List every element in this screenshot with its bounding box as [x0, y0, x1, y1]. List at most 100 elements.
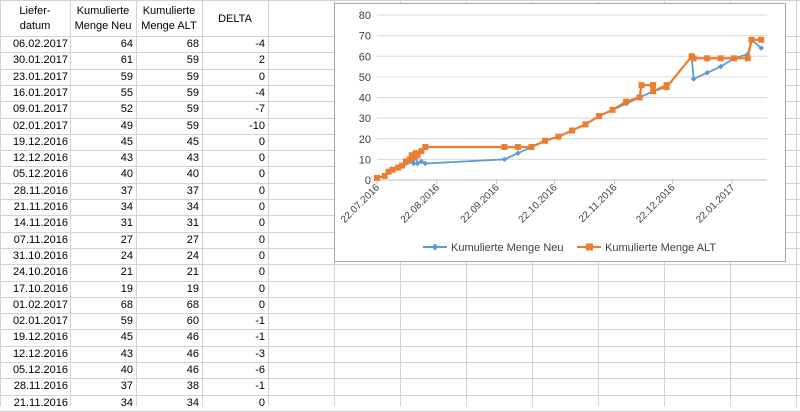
cell-menge-alt[interactable]: 37: [186, 185, 199, 197]
chart[interactable]: 0 10 20 30 40 50 60 70 80 22.07.2016 22.08.2016 22.…: [334, 3, 786, 262]
cell-delta[interactable]: 0: [258, 234, 265, 246]
cell-delta[interactable]: 0: [258, 299, 265, 311]
cell-menge-neu[interactable]: 59: [120, 315, 133, 327]
cell-menge-alt[interactable]: 38: [186, 380, 199, 392]
cell-menge-alt[interactable]: 59: [186, 120, 199, 132]
cell-menge-neu[interactable]: 40: [120, 168, 133, 180]
data-point-menge-alt: [731, 55, 738, 62]
cell-menge-neu[interactable]: 49: [120, 120, 133, 132]
cell-menge-alt[interactable]: 40: [186, 168, 199, 180]
cell-menge-neu[interactable]: 34: [120, 201, 133, 213]
cell-menge-neu[interactable]: 52: [120, 103, 133, 115]
cell-menge-alt[interactable]: 59: [186, 103, 199, 115]
cell-menge-alt[interactable]: 45: [186, 136, 199, 148]
cell-menge-alt[interactable]: 59: [186, 54, 199, 66]
cell-menge-neu[interactable]: 55: [120, 87, 133, 99]
cell-lieferdatum[interactable]: 02.01.2017: [12, 120, 68, 132]
cell-menge-neu[interactable]: 37: [120, 380, 133, 392]
cell-menge-alt[interactable]: 21: [186, 266, 199, 278]
header-menge-alt[interactable]: Kumulierte Menge ALT: [136, 4, 202, 34]
cell-delta[interactable]: 2: [258, 54, 265, 66]
cell-menge-alt[interactable]: 59: [186, 71, 199, 83]
cell-delta[interactable]: -3: [255, 348, 265, 360]
cell-delta[interactable]: 0: [258, 250, 265, 262]
header-delta[interactable]: DELTA: [202, 12, 268, 27]
cell-lieferdatum[interactable]: 19.12.2016: [12, 136, 68, 148]
cell-menge-neu[interactable]: 64: [120, 38, 133, 50]
cell-delta[interactable]: 0: [258, 217, 265, 229]
cell-delta[interactable]: -10: [249, 120, 265, 132]
cell-delta[interactable]: -4: [255, 38, 265, 50]
cell-lieferdatum[interactable]: 09.01.2017: [12, 103, 68, 115]
cell-lieferdatum[interactable]: 19.12.2016: [12, 331, 68, 343]
cell-menge-neu[interactable]: 45: [120, 136, 133, 148]
cell-delta[interactable]: 0: [258, 283, 265, 295]
cell-menge-neu[interactable]: 19: [120, 283, 133, 295]
data-point-menge-alt: [650, 88, 657, 95]
cell-lieferdatum[interactable]: 02.01.2017: [12, 315, 68, 327]
cell-menge-neu[interactable]: 37: [120, 185, 133, 197]
header-menge-neu[interactable]: Kumulierte Menge Neu: [70, 4, 136, 34]
cell-delta[interactable]: -6: [255, 364, 265, 376]
cell-menge-neu[interactable]: 27: [120, 234, 133, 246]
legend-label: Kumulierte Menge Neu: [451, 242, 564, 254]
cell-lieferdatum[interactable]: 30.01.2017: [12, 54, 68, 66]
cell-delta[interactable]: -7: [255, 103, 265, 115]
cell-menge-alt[interactable]: 31: [186, 217, 199, 229]
cell-lieferdatum[interactable]: 12.12.2016: [12, 152, 68, 164]
cell-delta[interactable]: 0: [258, 201, 265, 213]
cell-menge-neu[interactable]: 40: [120, 364, 133, 376]
cell-lieferdatum[interactable]: 31.10.2016: [12, 250, 68, 262]
cell-menge-neu[interactable]: 21: [120, 266, 133, 278]
cell-menge-neu[interactable]: 24: [120, 250, 133, 262]
cell-delta[interactable]: -1: [255, 380, 265, 392]
cell-lieferdatum[interactable]: 28.11.2016: [13, 380, 68, 392]
cell-delta[interactable]: 0: [258, 185, 265, 197]
cell-lieferdatum[interactable]: 14.11.2016: [13, 217, 68, 229]
cell-menge-neu[interactable]: 43: [120, 348, 133, 360]
header-lieferdatum[interactable]: Liefer- datum: [0, 4, 70, 34]
cell-menge-alt[interactable]: 68: [186, 299, 199, 311]
cell-menge-alt[interactable]: 27: [186, 234, 199, 246]
cell-menge-alt[interactable]: 46: [186, 348, 199, 360]
cell-delta[interactable]: -4: [255, 87, 265, 99]
cell-menge-alt[interactable]: 59: [186, 87, 199, 99]
cell-delta[interactable]: -1: [255, 315, 265, 327]
cell-lieferdatum[interactable]: 17.10.2016: [12, 283, 68, 295]
cell-lieferdatum[interactable]: 23.01.2017: [12, 71, 68, 83]
cell-menge-neu[interactable]: 31: [120, 217, 133, 229]
cell-delta[interactable]: 0: [258, 168, 265, 180]
cell-lieferdatum[interactable]: 07.11.2016: [13, 234, 68, 246]
cell-lieferdatum[interactable]: 21.11.2016: [13, 397, 68, 409]
cell-menge-alt[interactable]: 46: [186, 331, 199, 343]
cell-lieferdatum[interactable]: 21.11.2016: [13, 201, 68, 213]
cell-menge-neu[interactable]: 59: [120, 71, 133, 83]
cell-lieferdatum[interactable]: 06.02.2017: [12, 38, 68, 50]
cell-menge-alt[interactable]: 24: [186, 250, 199, 262]
cell-menge-neu[interactable]: 45: [120, 331, 133, 343]
cell-lieferdatum[interactable]: 12.12.2016: [12, 348, 68, 360]
cell-menge-alt[interactable]: 19: [186, 283, 199, 295]
cell-delta[interactable]: 0: [258, 397, 265, 409]
cell-lieferdatum[interactable]: 28.11.2016: [13, 185, 68, 197]
cell-lieferdatum[interactable]: 05.12.2016: [12, 168, 68, 180]
cell-delta[interactable]: 0: [258, 136, 265, 148]
cell-menge-alt[interactable]: 46: [186, 364, 199, 376]
cell-menge-alt[interactable]: 68: [186, 38, 199, 50]
cell-menge-alt[interactable]: 60: [186, 315, 199, 327]
cell-menge-neu[interactable]: 68: [120, 299, 133, 311]
cell-menge-neu[interactable]: 43: [120, 152, 133, 164]
cell-delta[interactable]: 0: [258, 71, 265, 83]
cell-delta[interactable]: 0: [258, 152, 265, 164]
cell-menge-alt[interactable]: 34: [186, 397, 199, 409]
cell-delta[interactable]: 0: [258, 266, 265, 278]
cell-lieferdatum[interactable]: 01.02.2017: [12, 299, 68, 311]
cell-menge-alt[interactable]: 43: [186, 152, 199, 164]
cell-delta[interactable]: -1: [255, 331, 265, 343]
cell-lieferdatum[interactable]: 05.12.2016: [12, 364, 68, 376]
cell-menge-neu[interactable]: 61: [120, 54, 133, 66]
cell-menge-alt[interactable]: 34: [186, 201, 199, 213]
cell-menge-neu[interactable]: 34: [120, 397, 133, 409]
cell-lieferdatum[interactable]: 16.01.2017: [12, 87, 68, 99]
cell-lieferdatum[interactable]: 24.10.2016: [12, 266, 68, 278]
